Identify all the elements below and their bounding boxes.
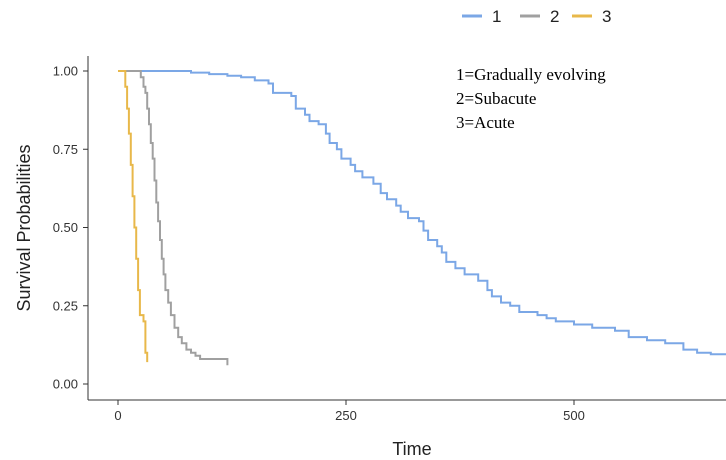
legend-label-1: 1 — [492, 7, 501, 26]
annotation-3: 3=Acute — [456, 113, 515, 132]
y-ticks: 0.00 0.25 0.50 0.75 1.00 — [53, 64, 88, 392]
y-tick-label: 0.75 — [53, 142, 78, 157]
series-line-1 — [118, 70, 726, 356]
legend-label-2: 2 — [550, 7, 559, 26]
y-tick-label: 1.00 — [53, 64, 78, 79]
y-axis-title: Survival Probabilities — [14, 144, 34, 311]
series-lines — [118, 70, 726, 366]
y-tick-label: 0.50 — [53, 220, 78, 235]
annotation-2: 2=Subacute — [456, 89, 536, 108]
series-line-2 — [118, 70, 229, 366]
annotations: 1=Gradually evolving 2=Subacute 3=Acute — [456, 65, 606, 132]
legend: 1 2 3 — [462, 7, 611, 26]
legend-label-3: 3 — [602, 7, 611, 26]
annotation-1: 1=Gradually evolving — [456, 65, 606, 84]
x-tick-label: 250 — [335, 408, 357, 423]
x-ticks: 025050075010001250 — [114, 400, 585, 423]
x-tick-label: 500 — [563, 408, 585, 423]
x-tick-label: 0 — [114, 408, 121, 423]
y-tick-label: 0.00 — [53, 377, 78, 392]
x-axis-title: Time — [392, 439, 431, 459]
y-tick-label: 0.25 — [53, 298, 78, 313]
axes — [87, 56, 726, 401]
series-line-3 — [118, 70, 149, 363]
